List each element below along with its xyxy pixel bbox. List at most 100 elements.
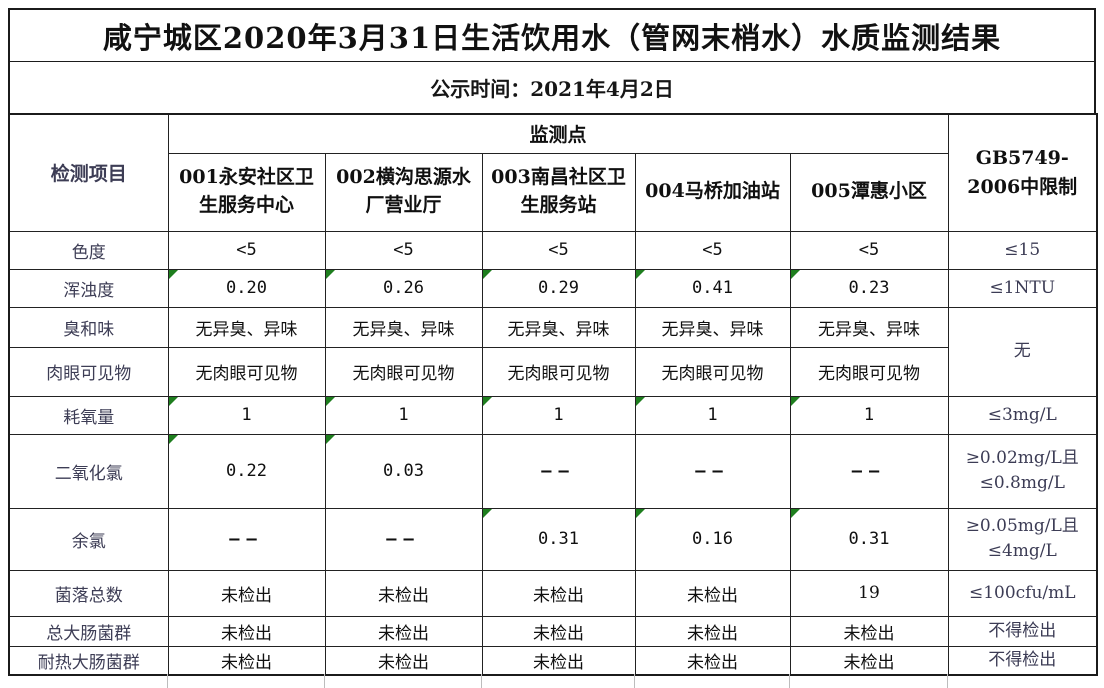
- gridline-stub: [481, 674, 483, 688]
- data-cell: 无肉眼可见物: [481, 346, 636, 397]
- table-row: 总大肠菌群 未检出 未检出 未检出 未检出 未检出 不得检出: [8, 615, 1098, 647]
- data-cell: ——: [324, 507, 483, 571]
- data-cell: 无肉眼可见物: [324, 346, 483, 397]
- green-corner-marker-icon: [326, 435, 335, 444]
- data-cell: 0.22: [167, 433, 326, 509]
- data-cell: 无异臭、异味: [481, 306, 636, 348]
- page-title: 咸宁城区2020年3月31日生活饮用水（管网末梢水）水质监测结果: [8, 8, 1096, 62]
- data-cell: 未检出: [481, 569, 636, 617]
- data-cell: ——: [634, 433, 791, 509]
- limit-cell: ≤1NTU: [947, 268, 1098, 308]
- publish-time: 公示时间：2021年4月2日: [8, 62, 1096, 113]
- data-cell: 0.31: [481, 507, 636, 571]
- table-row: 臭和味 无异臭、异味 无异臭、异味 无异臭、异味 无异臭、异味 无异臭、异味无: [8, 306, 1098, 397]
- data-cell: 未检出: [789, 615, 949, 647]
- data-cell: 无异臭、异味: [789, 306, 949, 348]
- limit-cell: ≥0.05mg/L且≤4mg/L: [947, 507, 1098, 571]
- data-cell: ——: [167, 507, 326, 571]
- data-cell: 0.03: [324, 433, 483, 509]
- row-label: 色度: [8, 230, 169, 270]
- table-row: 菌落总数 未检出 未检出 未检出 未检出 19 ≤100cfu/mL: [8, 569, 1098, 617]
- data-cell: 未检出: [324, 645, 483, 675]
- limit-cell: ≥0.02mg/L且≤0.8mg/L: [947, 433, 1098, 509]
- site-header-002: 002横沟思源水厂营业厅: [324, 152, 483, 232]
- site-header-001: 001永安社区卫生服务中心: [167, 152, 326, 232]
- data-cell: ——: [789, 433, 949, 509]
- gridline-stub: [167, 674, 169, 688]
- row-label: 总大肠菌群: [8, 615, 169, 647]
- data-cell: <5: [634, 230, 791, 270]
- data-cell: 0.16: [634, 507, 791, 571]
- data-cell: 未检出: [324, 615, 483, 647]
- data-cell: 未检出: [167, 569, 326, 617]
- data-cell: 0.23: [789, 268, 949, 308]
- green-corner-marker-icon: [169, 270, 178, 279]
- data-cell: 0.26: [324, 268, 483, 308]
- green-corner-marker-icon: [636, 397, 645, 406]
- row-label: 菌落总数: [8, 569, 169, 617]
- report-table-area: 咸宁城区2020年3月31日生活饮用水（管网末梢水）水质监测结果 公示时间：20…: [8, 8, 1098, 676]
- site-header-005: 005潭惠小区: [789, 152, 949, 232]
- data-cell: 1: [634, 395, 791, 435]
- gridline-stub: [789, 674, 791, 688]
- data-cell: 1: [167, 395, 326, 435]
- green-corner-marker-icon: [326, 397, 335, 406]
- green-corner-marker-icon: [791, 270, 800, 279]
- data-cell: 未检出: [481, 645, 636, 675]
- site-header-003: 003南昌社区卫生服务站: [481, 152, 636, 232]
- table-row: 浑浊度 0.20 0.26 0.29 0.41 0.23 ≤1NTU: [8, 268, 1098, 308]
- data-cell: 无异臭、异味: [634, 306, 791, 348]
- table-row: 色度 <5 <5 <5 <5 <5 ≤15: [8, 230, 1098, 270]
- green-corner-marker-icon: [791, 397, 800, 406]
- data-cell: <5: [167, 230, 326, 270]
- data-cell: 未检出: [634, 645, 791, 675]
- row-label: 臭和味: [8, 306, 169, 348]
- data-cell: 0.31: [789, 507, 949, 571]
- green-corner-marker-icon: [169, 435, 178, 444]
- row-label: 浑浊度: [8, 268, 169, 308]
- limit-cell: 不得检出: [947, 645, 1098, 675]
- limit-cell: 无: [947, 306, 1098, 397]
- green-corner-marker-icon: [326, 270, 335, 279]
- data-cell: 无肉眼可见物: [789, 346, 949, 397]
- data-cell: 0.29: [481, 268, 636, 308]
- data-cell: 无异臭、异味: [167, 306, 326, 348]
- data-cell: <5: [789, 230, 949, 270]
- gridline-stub: [947, 674, 949, 688]
- limit-cell: 不得检出: [947, 615, 1098, 647]
- limit-cell: ≤3mg/L: [947, 395, 1098, 435]
- data-cell: ——: [481, 433, 636, 509]
- row-label: 耗氧量: [8, 395, 169, 435]
- limit-cell: ≤15: [947, 230, 1098, 270]
- data-cell: <5: [324, 230, 483, 270]
- data-cell: 未检出: [789, 645, 949, 675]
- green-corner-marker-icon: [636, 270, 645, 279]
- limit-cell: ≤100cfu/mL: [947, 569, 1098, 617]
- gridline-stub: [324, 674, 326, 688]
- table-row: 余氯 —— —— 0.31 0.16 0.31 ≥0.05mg/L且≤4mg/L: [8, 507, 1098, 571]
- header-row-sites: 001永安社区卫生服务中心 002横沟思源水厂营业厅 003南昌社区卫生服务站 …: [9, 152, 1097, 232]
- data-cell: 无肉眼可见物: [167, 346, 326, 397]
- green-corner-marker-icon: [169, 397, 178, 406]
- data-cell: 未检出: [167, 615, 326, 647]
- monitoring-results-table: 检测项目 监测点 GB5749- 2006中限制 001永安社区卫生服务中心 0…: [8, 113, 1098, 676]
- data-cell: 1: [324, 395, 483, 435]
- row-label: 余氯: [8, 507, 169, 571]
- green-corner-marker-icon: [483, 509, 492, 518]
- data-cell: 1: [789, 395, 949, 435]
- row-label: 二氧化氯: [8, 433, 169, 509]
- table-row: 肉眼可见物 无肉眼可见物 无肉眼可见物 无肉眼可见物 无肉眼可见物 无肉眼可见物: [8, 346, 1097, 397]
- data-cell: 1: [481, 395, 636, 435]
- row-label: 肉眼可见物: [8, 346, 169, 397]
- data-cell: 无异臭、异味: [324, 306, 483, 348]
- data-cell: 未检出: [634, 569, 791, 617]
- data-cell: 19: [789, 569, 949, 617]
- gridline-stub: [634, 674, 636, 688]
- data-cell: 未检出: [167, 645, 326, 675]
- column-group-header-monitoring-points: 监测点: [167, 113, 949, 154]
- green-corner-marker-icon: [791, 509, 800, 518]
- table-row: 二氧化氯 0.22 0.03 —— —— —— ≥0.02mg/L且≤0.8mg/L: [8, 433, 1098, 509]
- column-header-gb-limit: GB5749- 2006中限制: [947, 113, 1098, 232]
- data-cell: 未检出: [324, 569, 483, 617]
